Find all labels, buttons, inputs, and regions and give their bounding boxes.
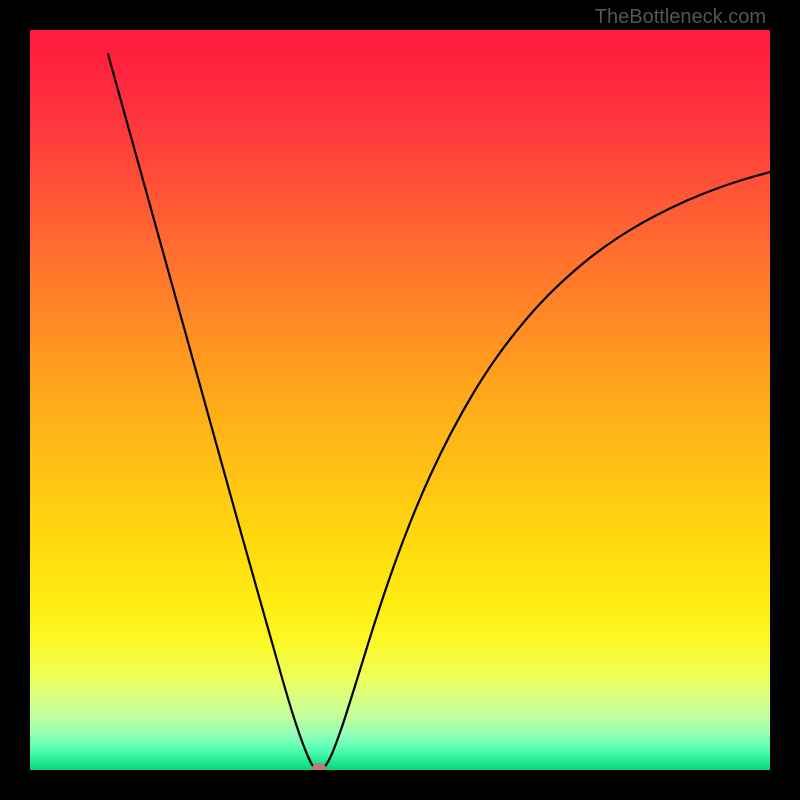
chart-frame: TheBottleneck.com (0, 0, 800, 800)
gradient-background (30, 30, 770, 770)
plot-area (30, 30, 770, 770)
watermark-text: TheBottleneck.com (595, 6, 766, 29)
